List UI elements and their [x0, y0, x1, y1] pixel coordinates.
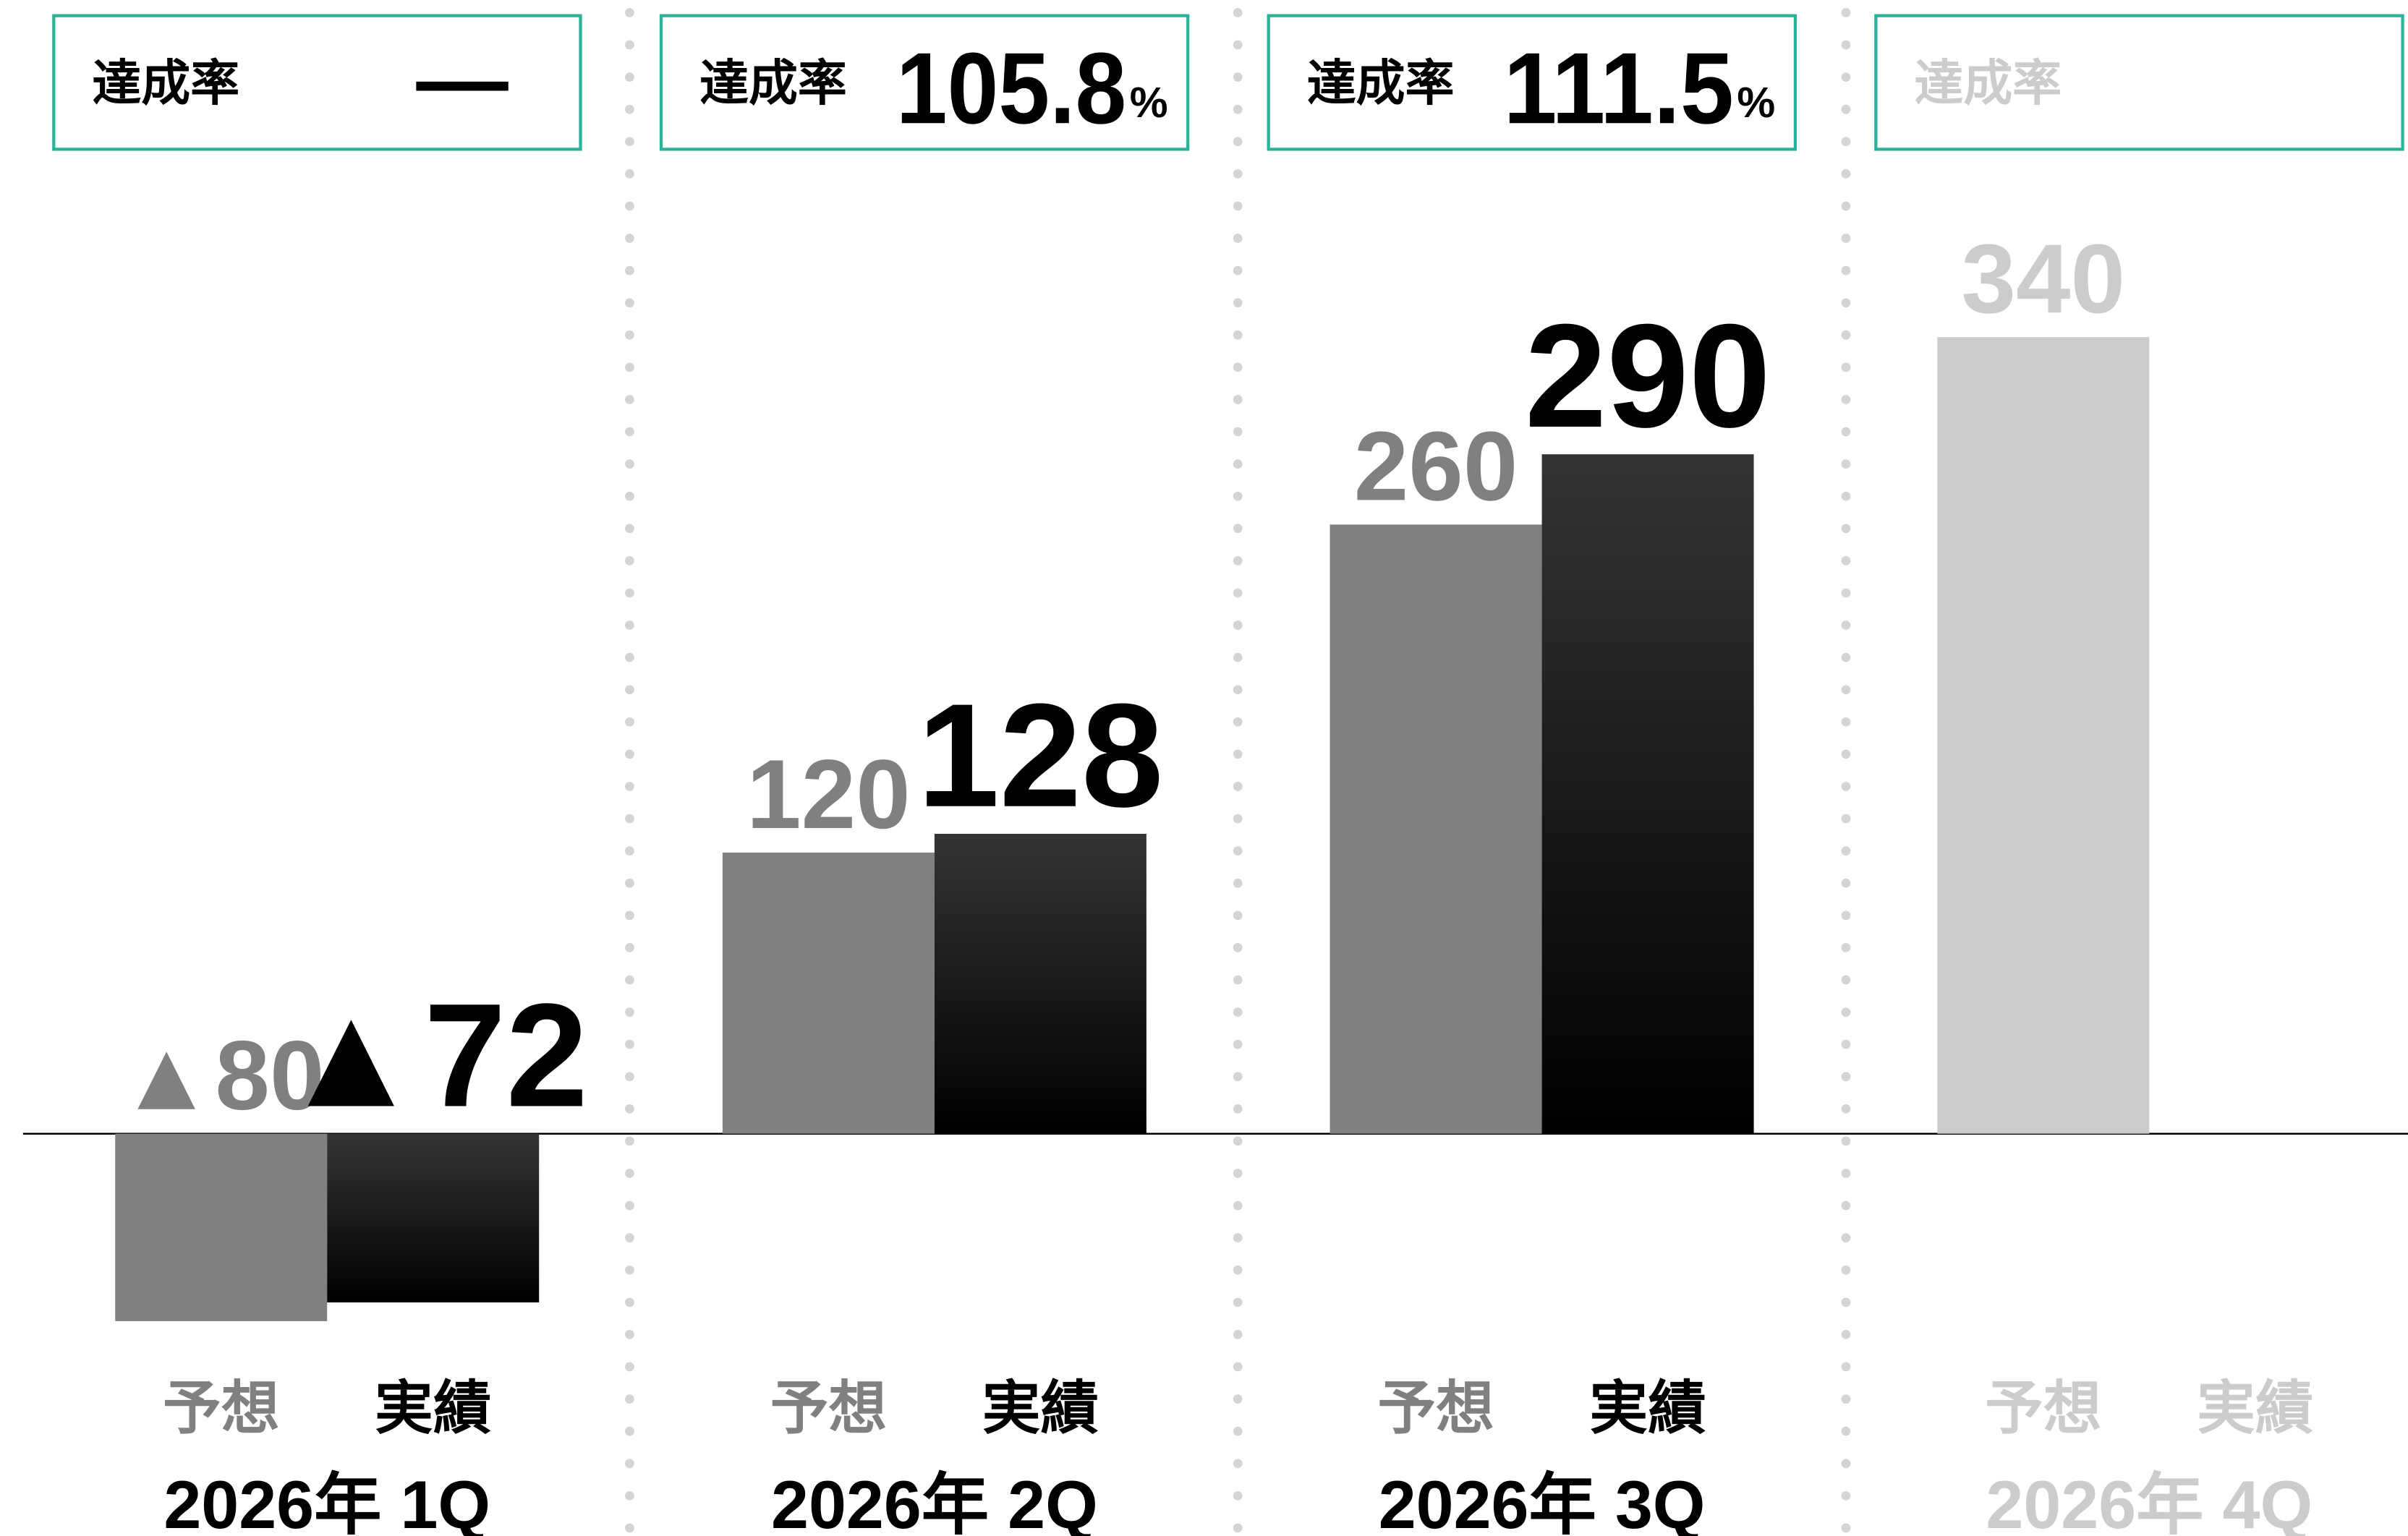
series-name: 予想 [770, 1376, 887, 1441]
value-label: 128 [917, 673, 1163, 838]
achievement-value: 105.8 [896, 31, 1126, 145]
value-label: 120 [746, 739, 911, 849]
series-name: 実績 [375, 1376, 491, 1441]
achievement-box [659, 14, 1190, 151]
achievement-unit: % [1130, 78, 1168, 127]
bar [1541, 454, 1754, 1134]
series-name: 予想 [1377, 1376, 1494, 1441]
bar [934, 834, 1146, 1134]
category-label: 2026年 3Q [1379, 1467, 1706, 1536]
achievement-label: 達成率 [92, 56, 239, 111]
achievement-label: 達成率 [1307, 56, 1455, 111]
bar [115, 1133, 328, 1321]
category-label: 2026年 1Q [163, 1467, 490, 1536]
achievement-value: — [416, 27, 509, 130]
bar [1937, 337, 2150, 1134]
series-name: 予想 [163, 1376, 279, 1441]
bar [327, 1133, 540, 1302]
category-label: 2026年 4Q [1986, 1467, 2313, 1536]
achievement-label: 達成率 [1914, 56, 2062, 111]
value-label: 290 [1525, 294, 1771, 458]
achievement-unit: % [1737, 78, 1775, 127]
achievement-box [1267, 14, 1798, 151]
value-label: ▲72 [278, 973, 588, 1138]
value-label: ▲80 [118, 1020, 325, 1130]
series-name: 予想 [1985, 1376, 2101, 1441]
category-label: 2026年 2Q [771, 1467, 1098, 1536]
separators [625, 8, 1851, 1536]
value-label: 260 [1354, 411, 1518, 521]
series-name: 実績 [2197, 1376, 2313, 1441]
achievement-box [52, 14, 582, 151]
value-label: 340 [1961, 223, 2125, 333]
achievement-label: 達成率 [699, 56, 847, 111]
bar [722, 852, 935, 1134]
series-name: 実績 [982, 1376, 1099, 1441]
achievement-box [1874, 14, 2404, 151]
series-name: 実績 [1589, 1376, 1706, 1441]
bar [1329, 524, 1542, 1134]
achievement-value: 111.5 [1504, 31, 1734, 145]
